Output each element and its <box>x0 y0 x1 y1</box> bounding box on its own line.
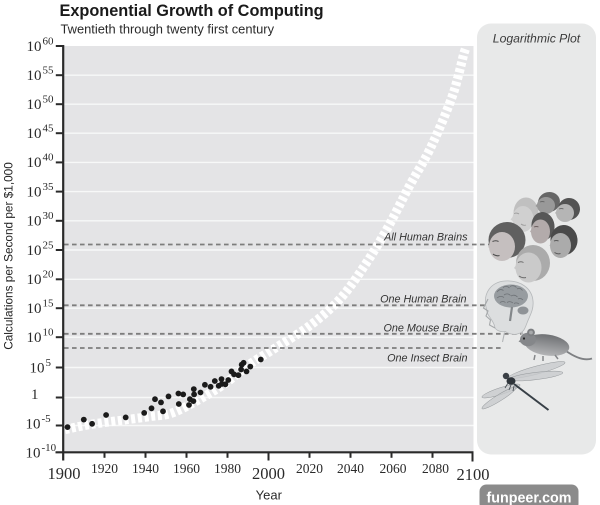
svg-text:2000: 2000 <box>252 464 285 483</box>
svg-text:1900: 1900 <box>48 464 81 483</box>
svg-text:-5: -5 <box>42 413 52 425</box>
svg-text:1940: 1940 <box>132 461 159 476</box>
svg-text:Calculations per Second per $1: Calculations per Second per $1,000 <box>2 162 16 350</box>
svg-text:funpeer.com: funpeer.com <box>486 491 571 505</box>
svg-text:10: 10 <box>27 155 42 171</box>
svg-text:50: 50 <box>43 94 55 106</box>
svg-text:1960: 1960 <box>173 461 200 476</box>
svg-text:25: 25 <box>43 239 55 251</box>
svg-text:10: 10 <box>26 417 41 433</box>
svg-text:One Human Brain: One Human Brain <box>380 294 466 306</box>
svg-text:20: 20 <box>43 269 55 281</box>
svg-text:2020: 2020 <box>296 461 323 476</box>
svg-text:10: 10 <box>27 330 42 346</box>
svg-text:10: 10 <box>27 68 42 84</box>
svg-text:-10: -10 <box>42 442 57 454</box>
svg-text:15: 15 <box>43 298 55 310</box>
svg-text:10: 10 <box>27 184 42 200</box>
svg-text:One Mouse Brain: One Mouse Brain <box>383 322 467 334</box>
svg-text:1980: 1980 <box>214 461 241 476</box>
svg-text:10: 10 <box>27 272 42 288</box>
svg-text:10: 10 <box>27 126 42 142</box>
svg-text:5: 5 <box>46 357 52 369</box>
svg-text:2080: 2080 <box>422 461 449 476</box>
svg-text:Logarithmic Plot: Logarithmic Plot <box>493 32 581 46</box>
svg-text:10: 10 <box>30 360 45 376</box>
svg-text:10: 10 <box>43 327 55 339</box>
svg-text:10: 10 <box>27 97 42 113</box>
svg-text:10: 10 <box>27 301 42 317</box>
svg-text:60: 60 <box>43 35 55 47</box>
svg-text:2060: 2060 <box>380 461 407 476</box>
svg-text:10: 10 <box>27 243 42 259</box>
svg-text:Exponential Growth of Computin: Exponential Growth of Computing <box>60 2 324 20</box>
svg-text:45: 45 <box>43 123 55 135</box>
svg-text:1920: 1920 <box>91 461 118 476</box>
svg-text:Twentieth through twenty first: Twentieth through twenty first century <box>61 21 275 36</box>
svg-text:1: 1 <box>31 387 39 403</box>
svg-text:55: 55 <box>43 65 55 77</box>
svg-text:40: 40 <box>43 152 55 164</box>
svg-text:10: 10 <box>27 214 42 230</box>
svg-text:Year: Year <box>256 488 283 503</box>
svg-text:One Insect Brain: One Insect Brain <box>387 353 467 365</box>
svg-text:35: 35 <box>43 181 55 193</box>
svg-text:10: 10 <box>27 39 42 55</box>
svg-text:2100: 2100 <box>457 465 490 484</box>
svg-text:30: 30 <box>43 210 55 222</box>
svg-text:10: 10 <box>26 446 41 462</box>
svg-text:2040: 2040 <box>337 461 364 476</box>
svg-text:All Human Brains: All Human Brains <box>383 232 468 244</box>
